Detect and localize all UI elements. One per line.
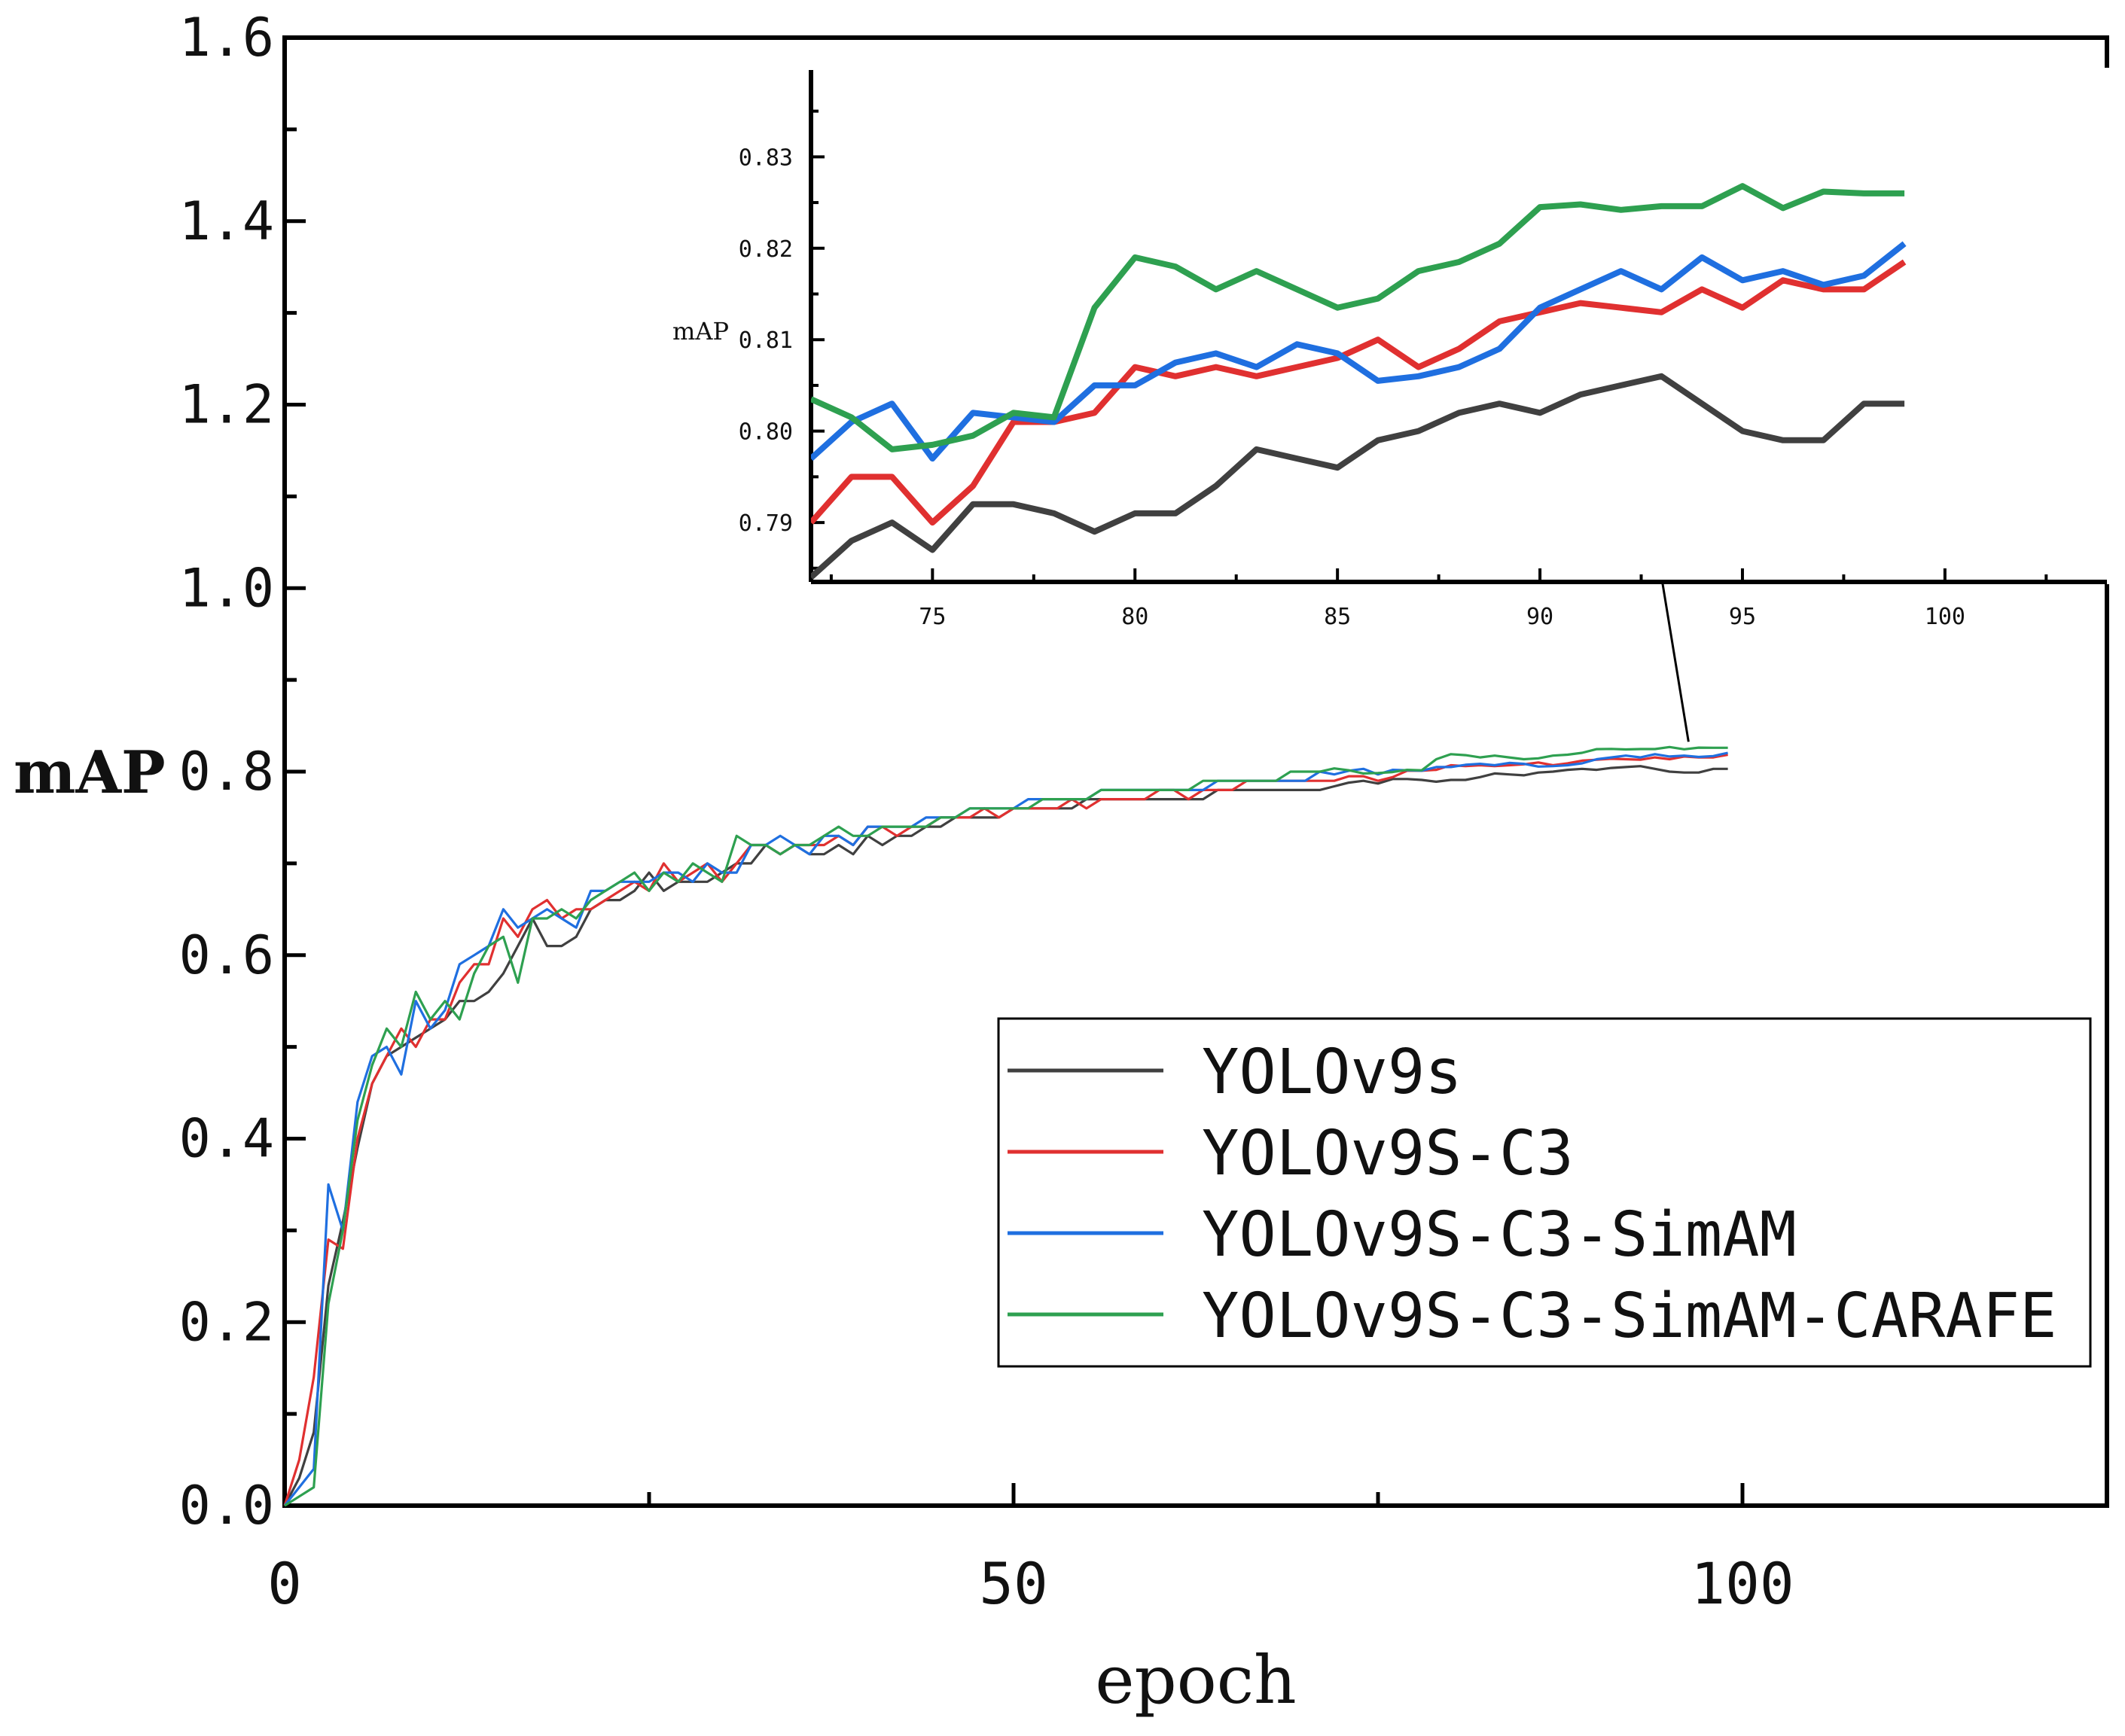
inset-x-tick-label: 90 xyxy=(1526,604,1553,630)
y-tick-label: 0.0 xyxy=(179,1475,274,1537)
inset-x-tick-label: 80 xyxy=(1121,604,1148,630)
inset-y-tick-label: 0.83 xyxy=(739,145,793,171)
inset-y-tick-label: 0.80 xyxy=(739,419,793,446)
legend-box xyxy=(997,1017,2092,1368)
x-tick-label: 0 xyxy=(267,1550,302,1617)
inset-x-tick-label: 95 xyxy=(1729,604,1756,630)
inset-x-tick-label: 75 xyxy=(919,604,946,630)
legend: YOLOv9s YOLOv9S-C3 YOLOv9S-C3-SimAM YOLOv9S… xyxy=(997,1017,2092,1368)
legend-entry: YOLOv9s xyxy=(1202,1037,1462,1108)
inset-series-group xyxy=(811,183,1907,580)
x-tick-label: 50 xyxy=(979,1550,1048,1617)
inset-y-tick-label: 0.82 xyxy=(739,236,793,263)
inset-series-line-3 xyxy=(811,241,1907,462)
y-tick-label: 0.6 xyxy=(179,924,274,986)
inset-series-line-1 xyxy=(811,373,1905,580)
inset-plot: 0.79 0.80 0.81 0.82 0.83 75 80 85 90 95 100 mAP xyxy=(672,68,2109,630)
legend-entry: YOLOv9S-C3 xyxy=(1202,1118,1574,1189)
inset-background xyxy=(809,68,2109,584)
main-plot: 0.0 0.2 0.4 0.6 0.8 1.0 1.2 1.4 1.6 0 50 100 epoch mA… xyxy=(14,7,2109,1719)
y-tick-label: 1.2 xyxy=(179,374,274,436)
inset-series-line-4 xyxy=(811,183,1905,452)
y-tick-label: 1.6 xyxy=(179,7,274,69)
inset-x-tick-label: 85 xyxy=(1324,604,1351,630)
y-tick-label: 0.8 xyxy=(179,741,274,803)
y-axis-title: mAP xyxy=(14,739,166,807)
inset-y-axis-title: mAP xyxy=(672,317,729,346)
x-tick-label: 100 xyxy=(1691,1550,1794,1617)
y-tick-label: 1.0 xyxy=(179,557,274,619)
y-tick-label: 1.4 xyxy=(179,190,274,252)
legend-entry: YOLOv9S-C3-SimAM xyxy=(1202,1199,1797,1271)
series-line-4 xyxy=(284,745,1728,1507)
inset-y-tick-label: 0.81 xyxy=(739,327,793,354)
inset-series-line-2 xyxy=(811,259,1907,526)
y-tick-label: 0.4 xyxy=(179,1108,274,1170)
y-tick-label: 0.2 xyxy=(179,1291,274,1353)
legend-entry: YOLOv9S-C3-SimAM-CARAFE xyxy=(1202,1281,2056,1352)
inset-x-tick-label: 100 xyxy=(1925,604,1965,630)
inset-y-tick-label: 0.79 xyxy=(739,510,793,537)
x-axis-title: epoch xyxy=(1095,1641,1296,1719)
